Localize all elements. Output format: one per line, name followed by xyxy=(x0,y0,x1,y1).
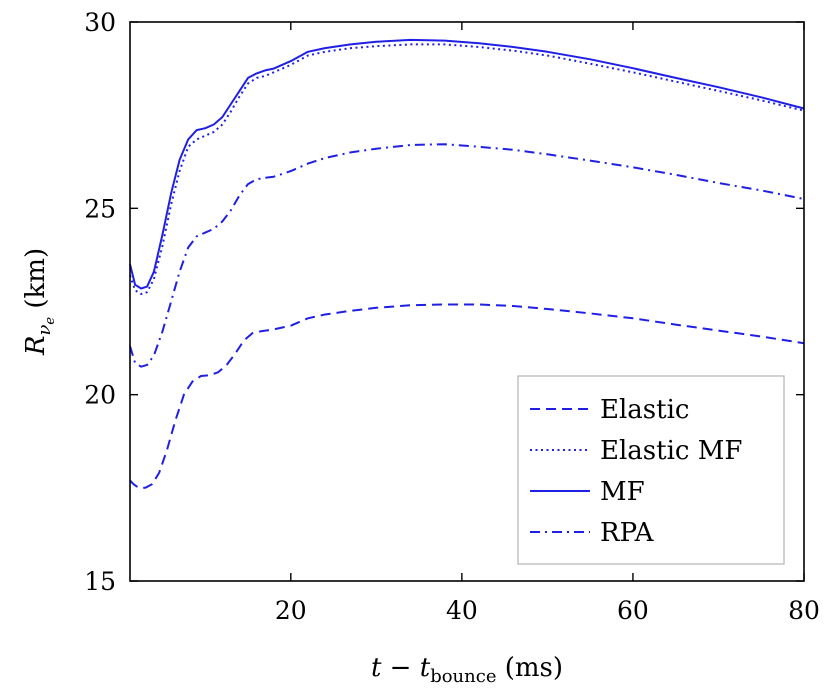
y-tick-label: 15 xyxy=(84,567,116,596)
x-tick-label: 80 xyxy=(788,596,820,625)
legend-label-mf: MF xyxy=(600,477,645,507)
y-tick-label: 20 xyxy=(84,381,116,410)
x-tick-label: 20 xyxy=(275,596,307,625)
legend-label-elastic: Elastic xyxy=(600,395,689,425)
legend-label-rpa: RPA xyxy=(600,518,655,548)
x-tick-label: 60 xyxy=(617,596,649,625)
x-axis-label: t − tbounce (ms) xyxy=(371,653,563,687)
plot-frame xyxy=(129,21,805,582)
series-line-mf xyxy=(129,38,805,290)
legend-box xyxy=(517,375,785,565)
series-layer xyxy=(129,38,805,489)
series-line-rpa xyxy=(129,143,805,368)
series-line-elastic xyxy=(129,303,805,489)
legend-label-elastic-mf: Elastic MF xyxy=(600,436,742,466)
y-axis-label: Rνe (km) xyxy=(21,248,58,356)
ticks-layer: 20 40 60 80 15 20 25 30 xyxy=(84,8,820,625)
x-tick-label: 40 xyxy=(446,596,478,625)
legend-items: Elastic Elastic MF MF RPA xyxy=(530,395,742,548)
y-tick-label: 30 xyxy=(84,8,116,37)
series-line-elastic-mf xyxy=(129,43,805,295)
legend: Elastic Elastic MF MF RPA xyxy=(517,375,785,565)
y-tick-label: 25 xyxy=(84,194,116,223)
